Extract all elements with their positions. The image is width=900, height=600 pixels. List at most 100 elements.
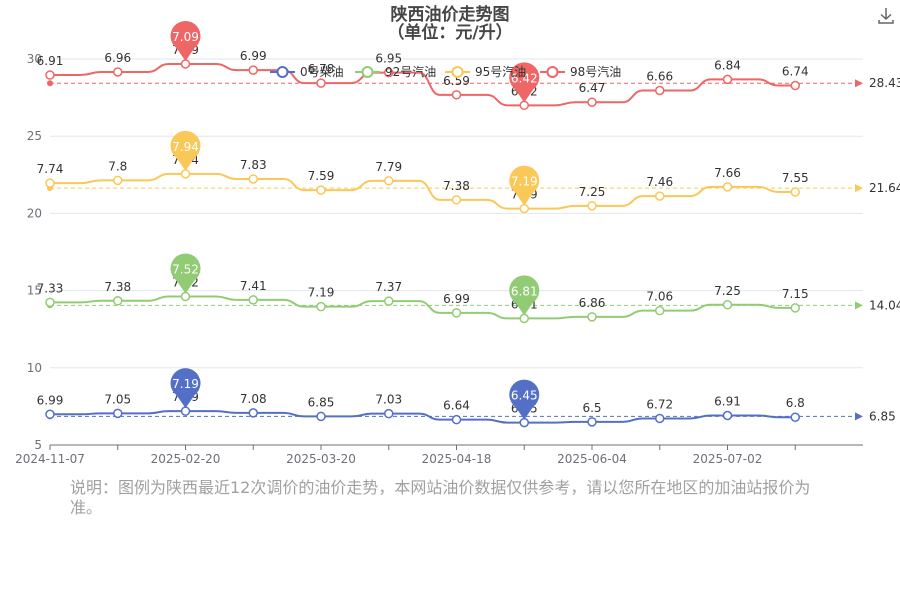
data-point [655,413,665,424]
min-pin: 7.19 [509,165,540,206]
data-label: 6.8 [786,396,805,410]
data-label: 6.59 [443,74,470,88]
data-point [790,187,800,197]
legend[interactable]: 0号柴油 92号汽油 95号汽油 98号汽油 [270,64,621,79]
max-pin-shape [170,368,201,409]
data-point [316,411,326,422]
data-point [45,297,55,308]
data-point [451,308,462,318]
max-pin-shape [170,253,201,294]
average-label: 14.04 [869,298,900,312]
y-tick-label: 25 [27,129,42,143]
data-point [519,100,529,111]
average-arrow [855,412,863,421]
x-tick-label: 2025-03-20 [286,452,356,466]
data-label: 7.33 [37,281,64,295]
data-point [587,312,597,322]
series-layer: 6.85 6.99 7.05 7.19 7.08 6.85 7.03 6.64 6.45 6.5 6… [37,20,900,428]
series-0: 6.85 6.99 7.05 7.19 7.08 6.85 7.03 6.64 6.45 6.5 6… [37,368,896,428]
data-point [587,97,597,107]
min-pin: 6.81 [509,275,540,316]
average-label: 21.64 [869,181,900,195]
data-point [790,303,800,313]
data-point [587,417,597,427]
data-point [113,296,123,306]
average-start-dot [47,80,53,87]
data-point [519,313,529,324]
max-pin-shape [170,20,201,61]
chart-note: 说明：图例为陕西最近12次调价的油价走势，本网站油价数据仅供参考，请以您所在地区… [70,478,811,517]
data-label: 6.64 [443,399,470,413]
grid-lines [50,58,863,369]
data-point [180,169,191,179]
min-pin-label: 7.19 [511,175,538,189]
data-point [384,296,394,306]
data-point [384,176,394,186]
data-label: 6.99 [443,292,470,306]
y-tick-label: 20 [27,206,42,220]
x-tick-label: 2025-07-02 [693,452,763,466]
series-3: 28.43 6.91 6.96 7.09 6.99 6.78 6.95 6.59 6.42 6.4… [37,20,900,111]
legend-item-3[interactable]: 98号汽油 [540,64,621,79]
data-point [180,59,191,69]
data-point [722,410,733,421]
data-point [722,182,733,192]
data-label: 7.03 [375,393,402,407]
legend-label: 0号柴油 [300,65,344,79]
legend-item-1[interactable]: 92号汽油 [355,64,436,79]
legend-item-0[interactable]: 0号柴油 [270,65,344,79]
average-arrow [855,301,863,310]
legend-item-2[interactable]: 95号汽油 [445,64,526,79]
data-point [655,191,665,201]
data-label: 6.72 [646,397,673,411]
data-point [519,417,529,428]
data-point [113,175,123,186]
data-label: 6.85 [308,395,335,409]
x-tick-label: 2024-11-07 [15,452,85,466]
data-label: 6.74 [782,65,809,79]
max-pin-label: 7.09 [172,30,199,44]
data-point [655,305,665,316]
max-pin-label: 7.19 [172,377,199,391]
axes: 5 10 15 20 25 30 2024-11-07 2025-02-20 2025-03-2… [15,52,863,466]
series-line [50,295,796,320]
legend-marker [451,66,464,78]
data-label: 6.5 [582,401,601,415]
min-pin-shape [509,165,540,206]
data-point [451,414,462,425]
data-point [316,78,326,88]
max-pin-label: 7.94 [172,140,199,154]
min-pin-label: 6.45 [511,389,538,403]
data-label: 7.8 [108,159,127,173]
average-label: 28.43 [869,76,900,90]
download-icon[interactable] [876,6,896,26]
data-label: 6.91 [37,54,64,68]
average-arrow [855,184,863,193]
data-label: 7.59 [308,169,335,183]
data-label: 7.41 [240,279,267,293]
data-point [790,80,800,91]
data-label: 7.25 [714,284,741,298]
data-point [248,295,258,305]
data-label: 7.37 [375,280,402,294]
data-label: 7.66 [714,166,741,180]
data-point [722,300,733,310]
data-point [45,409,55,420]
data-label: 6.99 [240,49,267,63]
data-label: 7.46 [646,175,673,189]
chart-subtitle: （单位：元/升） [387,22,512,43]
data-label: 7.05 [104,392,131,406]
x-tick-label: 2025-02-20 [151,452,221,466]
min-pin-shape [509,379,540,420]
data-point [248,174,258,184]
x-tick-label: 2025-04-18 [422,452,492,466]
series-line [50,172,796,210]
data-point [45,70,55,80]
data-point [790,412,800,422]
data-point [451,195,462,205]
data-label: 7.08 [240,392,267,406]
data-label: 7.74 [37,162,64,176]
data-label: 7.06 [646,290,673,304]
data-point [587,201,597,211]
